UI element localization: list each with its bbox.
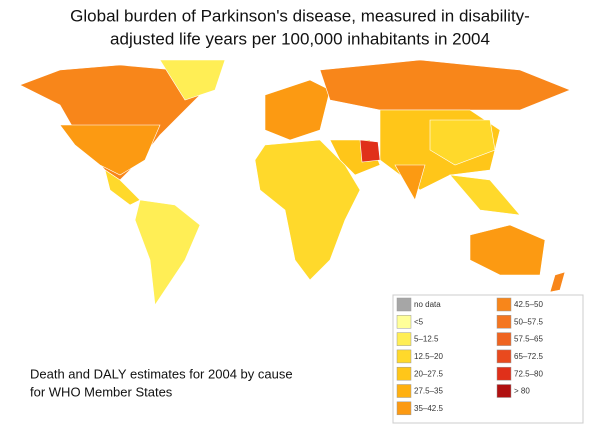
legend-label: 20–27.5 bbox=[414, 369, 443, 378]
russia bbox=[319, 59, 571, 111]
legend-label: 50–57.5 bbox=[514, 317, 543, 326]
legend-swatch bbox=[396, 366, 412, 381]
legend-swatch bbox=[396, 401, 412, 416]
title-line: adjusted life years per 100,000 inhabita… bbox=[110, 29, 490, 48]
legend-label: 42.5–50 bbox=[514, 300, 543, 309]
legend-label: no data bbox=[414, 300, 441, 309]
legend-swatch bbox=[396, 315, 412, 329]
southeast-asia bbox=[449, 174, 521, 216]
china bbox=[429, 119, 496, 166]
legend-swatch bbox=[396, 349, 412, 364]
greenland bbox=[159, 59, 226, 101]
new-zealand bbox=[549, 271, 566, 293]
legend-label: 12.5–20 bbox=[414, 352, 443, 361]
caption-line: Death and DALY estimates for 2004 by cau… bbox=[30, 366, 293, 381]
legend-swatch bbox=[396, 384, 412, 398]
europe bbox=[264, 79, 331, 141]
legend-swatch bbox=[496, 332, 512, 346]
legend-swatch bbox=[496, 366, 512, 381]
legend-swatch bbox=[496, 315, 512, 329]
title-line: Global burden of Parkinson's disease, me… bbox=[70, 6, 530, 25]
south-america bbox=[134, 199, 201, 306]
world-map bbox=[19, 59, 571, 306]
caption-line: for WHO Member States bbox=[30, 384, 173, 399]
legend-swatch bbox=[396, 297, 412, 312]
legend-label: <5 bbox=[414, 317, 424, 326]
legend-label: 27.5–35 bbox=[414, 387, 443, 396]
india bbox=[394, 164, 426, 201]
central-america bbox=[104, 169, 141, 206]
australia bbox=[469, 224, 546, 276]
legend-swatch bbox=[396, 332, 412, 346]
legend-swatch bbox=[496, 349, 512, 364]
legend-swatch bbox=[496, 384, 512, 398]
legend-label: 65–72.5 bbox=[514, 352, 543, 361]
legend-label: 5–12.5 bbox=[414, 335, 439, 344]
legend-label: > 80 bbox=[514, 387, 530, 396]
legend-label: 57.5–65 bbox=[514, 335, 543, 344]
iran bbox=[359, 139, 381, 163]
legend-swatch bbox=[496, 297, 512, 312]
legend-box bbox=[392, 294, 584, 424]
legend-label: 72.5–80 bbox=[514, 369, 543, 378]
legend-label: 35–42.5 bbox=[414, 404, 443, 413]
legend: no data <5 5–12.5 12.5–20 20–27.5 27.5–35 35–4… bbox=[396, 297, 543, 416]
usa bbox=[59, 124, 161, 176]
